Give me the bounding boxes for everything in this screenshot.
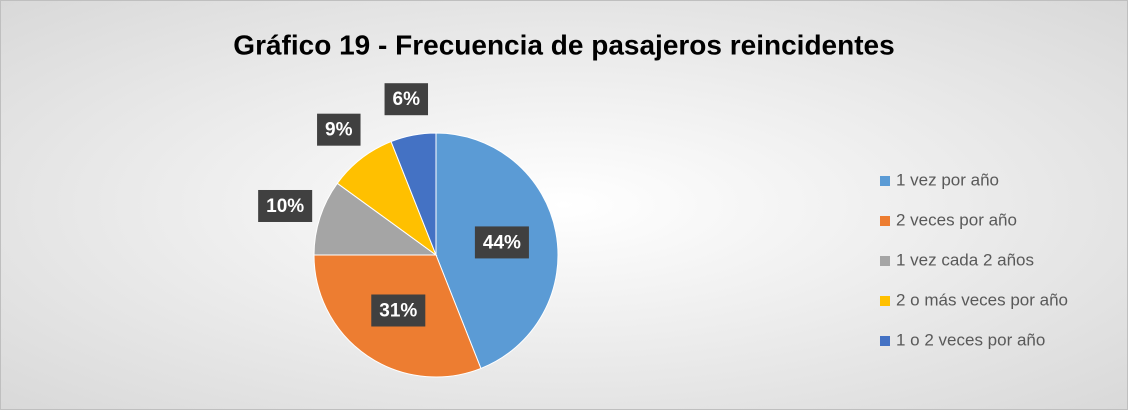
pie-slice (390, 132, 437, 256)
data-label-box (371, 294, 426, 327)
data-label-box (258, 189, 313, 222)
data-label: 31% (371, 294, 426, 327)
data-label-text: 31% (379, 301, 417, 322)
data-label-text: 6% (393, 89, 421, 110)
data-label: 10% (258, 189, 313, 222)
legend-label: 1 o 2 veces por año (896, 330, 1045, 349)
legend-swatch (880, 176, 890, 186)
data-label: 44% (474, 226, 529, 259)
data-label-text: 44% (483, 232, 521, 253)
data-label: 9% (317, 113, 361, 146)
legend-label: 1 vez cada 2 años (896, 250, 1034, 269)
pie-slice (313, 182, 438, 256)
legend-label: 2 o más veces por año (896, 290, 1068, 309)
data-label-box (474, 226, 529, 259)
legend-swatch (880, 336, 890, 346)
data-label-text: 10% (266, 196, 304, 217)
legend-swatch (880, 256, 890, 266)
legend-swatch (880, 296, 890, 306)
data-label-text: 9% (325, 120, 353, 141)
data-label: 6% (384, 83, 429, 116)
legend-label: 1 vez por año (896, 170, 999, 189)
legend-swatch (880, 216, 890, 226)
data-label-box (384, 83, 429, 116)
legend-label: 2 veces por año (896, 210, 1017, 229)
chart-title: Gráfico 19 - Frecuencia de pasajeros rei… (233, 29, 894, 60)
data-label-box (317, 113, 361, 146)
